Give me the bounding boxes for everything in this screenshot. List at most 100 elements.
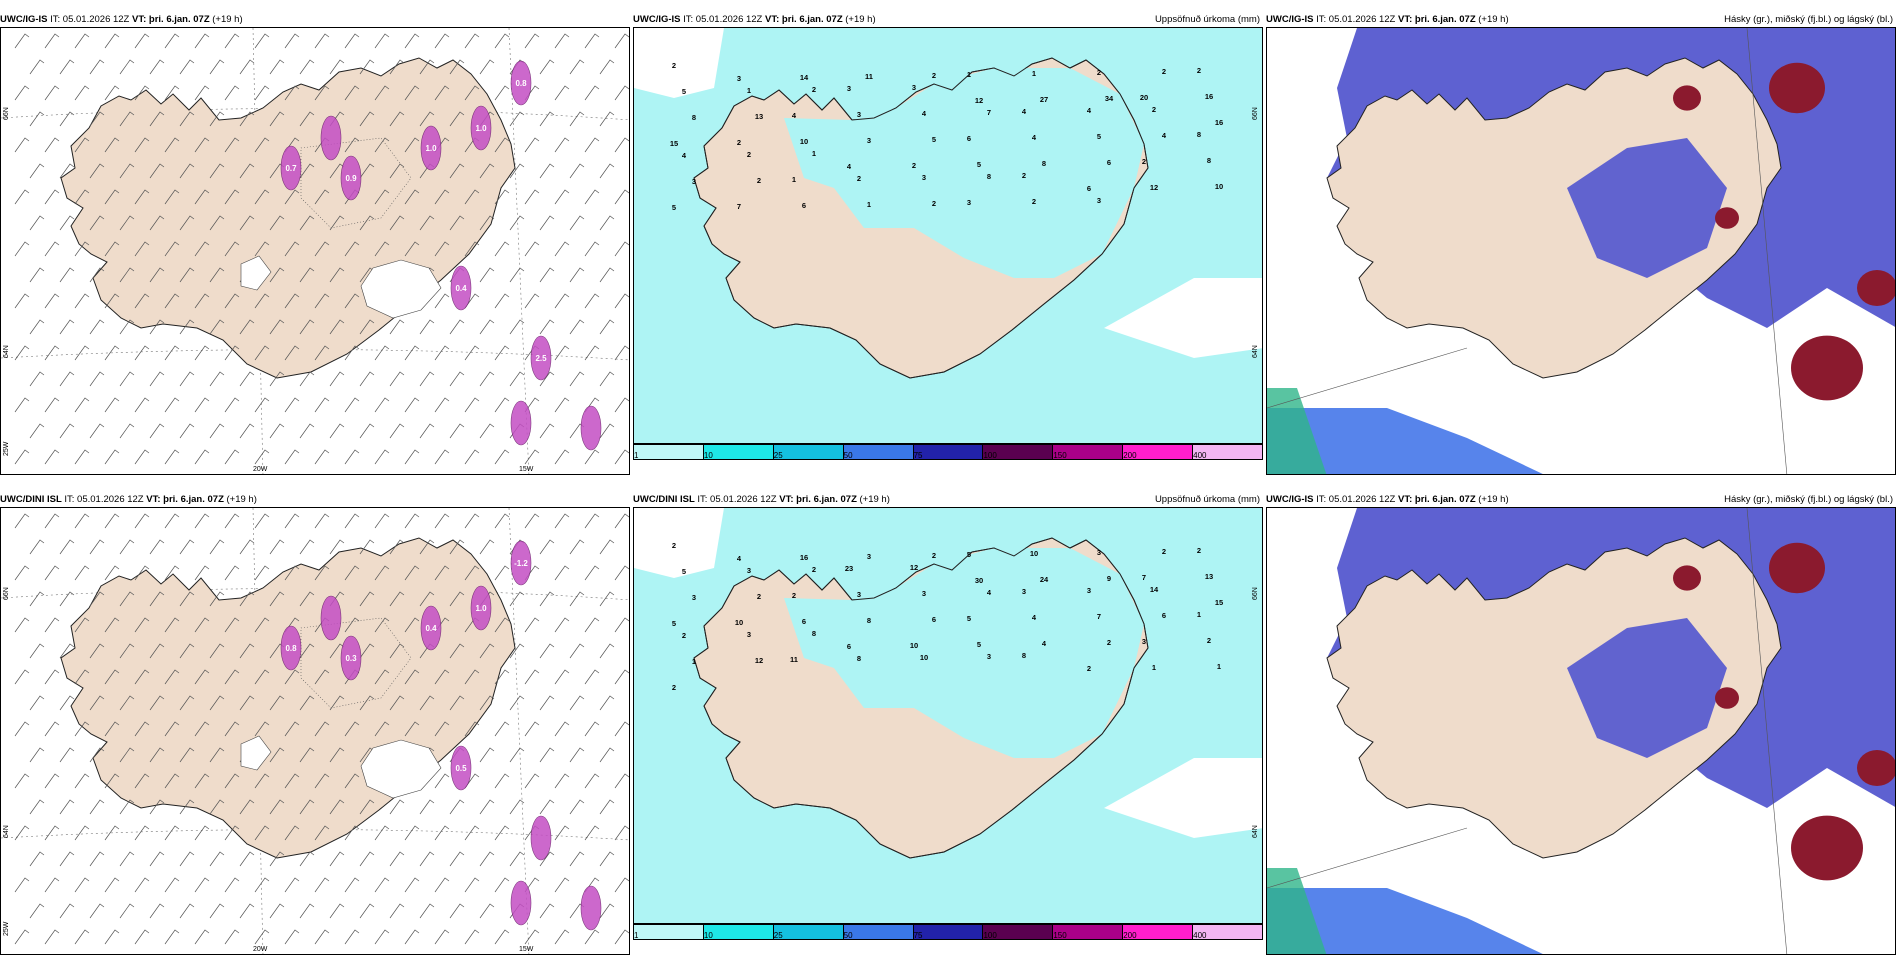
- wind-barb: [464, 721, 480, 737]
- wind-barb: [554, 669, 570, 685]
- glacier-area: [360, 259, 442, 319]
- wind-barb: [584, 773, 600, 789]
- cloud-map[interactable]: [1266, 507, 1896, 955]
- precip-value: 4: [1042, 639, 1047, 648]
- wind-barb: [59, 163, 75, 179]
- wind-barb: [269, 799, 285, 815]
- wind-barb: [74, 513, 90, 529]
- wind-barb: [224, 33, 240, 49]
- colorbar-tick-label: 25: [773, 931, 783, 940]
- wind-barb: [194, 33, 210, 49]
- wind-barb: [314, 565, 330, 581]
- wind-barb: [404, 345, 420, 361]
- wind-barb: [299, 319, 315, 335]
- wind-barb: [584, 825, 600, 841]
- low-cloud-cell: [1857, 270, 1895, 306]
- low-cloud-cell: [1769, 542, 1825, 594]
- wind-barb: [494, 877, 510, 893]
- cloud-map[interactable]: [1266, 27, 1896, 475]
- wind-barb: [314, 293, 330, 309]
- wind-barb: [164, 449, 180, 465]
- precip-colorbar: 1 10 25 50 75 100 150 200 400: [633, 924, 1263, 940]
- valid-label: VT:: [146, 494, 161, 505]
- wind-barb: [524, 669, 540, 685]
- wind-barb: [134, 825, 150, 841]
- wind-barb: [119, 319, 135, 335]
- wind-barb: [134, 929, 150, 945]
- precip-value: 8: [1042, 159, 1046, 168]
- precip-value: 2: [812, 565, 816, 574]
- wind-barb: [509, 111, 525, 127]
- wind-barb: [194, 137, 210, 153]
- cell-label: 0.9: [345, 174, 357, 183]
- wind-barb: [344, 397, 360, 413]
- wind-barb: [614, 617, 629, 633]
- wind-barb: [254, 189, 270, 205]
- wind-barb: [254, 449, 270, 465]
- wind-barb: [344, 241, 360, 257]
- precip-map[interactable]: 2 4 16 3 2 5 10 3 2 2 5 3 2 23 12 30 24 9 7 13 3 2 2 3 3 4 3 3 14 15 5…: [633, 507, 1263, 924]
- wind-map[interactable]: 1.0 -1.2 0.4 0.3 0.8 0.5 66N 64N 25W 20W 15W: [0, 507, 630, 955]
- cell-label: 0.4: [455, 284, 467, 293]
- precip-value: 4: [847, 162, 852, 171]
- wind-barb: [434, 721, 450, 737]
- wind-barb: [149, 267, 165, 283]
- coastline: [693, 57, 1149, 379]
- colorbar-segment: 10: [703, 925, 774, 940]
- wind-barb: [239, 695, 255, 711]
- wind-barb: [374, 85, 390, 101]
- wind-barb: [314, 721, 330, 737]
- wind-barb: [494, 565, 510, 581]
- wind-barb: [74, 773, 90, 789]
- precip-value: 4: [1162, 131, 1167, 140]
- wind-barb: [389, 319, 405, 335]
- wind-barb: [14, 617, 30, 633]
- wind-barb: [89, 851, 105, 867]
- wind-map[interactable]: 1.0 0.8 1.0 0.9 0.7 0.4 2.5 66N 64N 25W 20W 15…: [0, 27, 630, 475]
- precip-value: 3: [867, 552, 871, 561]
- wind-barb: [119, 111, 135, 127]
- wind-barb: [164, 85, 180, 101]
- wind-barb: [269, 695, 285, 711]
- wind-barb: [164, 825, 180, 841]
- wind-barb: [389, 163, 405, 179]
- precip-value: 10: [910, 641, 918, 650]
- wind-barb: [374, 397, 390, 413]
- wind-barb: [329, 215, 345, 231]
- precip-value: 3: [1087, 586, 1091, 595]
- wind-barb: [494, 773, 510, 789]
- wind-barb: [14, 877, 30, 893]
- wind-barb: [494, 241, 510, 257]
- wind-barb: [179, 747, 195, 763]
- wind-barb: [89, 163, 105, 179]
- wind-barb: [224, 189, 240, 205]
- precip-map[interactable]: 2 3 14 11 2 1 1 2 2 2 5 1 2 3 3 12 27 34 20 16 8 13 4 3 4 7 4 4 2 16 1…: [633, 27, 1263, 444]
- wind-barb: [269, 59, 285, 75]
- wind-barb: [404, 33, 420, 49]
- wind-barb: [119, 643, 135, 659]
- wind-barb: [269, 747, 285, 763]
- wind-barb: [254, 345, 270, 361]
- wind-barb: [209, 319, 225, 335]
- wind-barb: [434, 85, 450, 101]
- init-time: IT: 05.01.2026 12Z: [1316, 494, 1396, 505]
- wind-barb: [89, 267, 105, 283]
- wind-barb: [269, 423, 285, 439]
- wind-barb: [74, 825, 90, 841]
- wind-barb: [509, 591, 525, 607]
- precip-value: 10: [1030, 549, 1038, 558]
- wind-barb: [599, 591, 615, 607]
- wind-barb: [179, 695, 195, 711]
- wind-barb: [329, 59, 345, 75]
- precip-value: 13: [1205, 572, 1213, 581]
- wind-barb: [584, 85, 600, 101]
- wind-barb: [149, 163, 165, 179]
- wind-barb: [419, 319, 435, 335]
- wind-barb: [359, 423, 375, 439]
- wind-barb: [284, 929, 300, 945]
- cell-label: 1.0: [475, 604, 487, 613]
- wind-barb: [209, 539, 225, 555]
- wind-barb: [179, 799, 195, 815]
- wind-barb: [59, 695, 75, 711]
- wind-barb: [464, 345, 480, 361]
